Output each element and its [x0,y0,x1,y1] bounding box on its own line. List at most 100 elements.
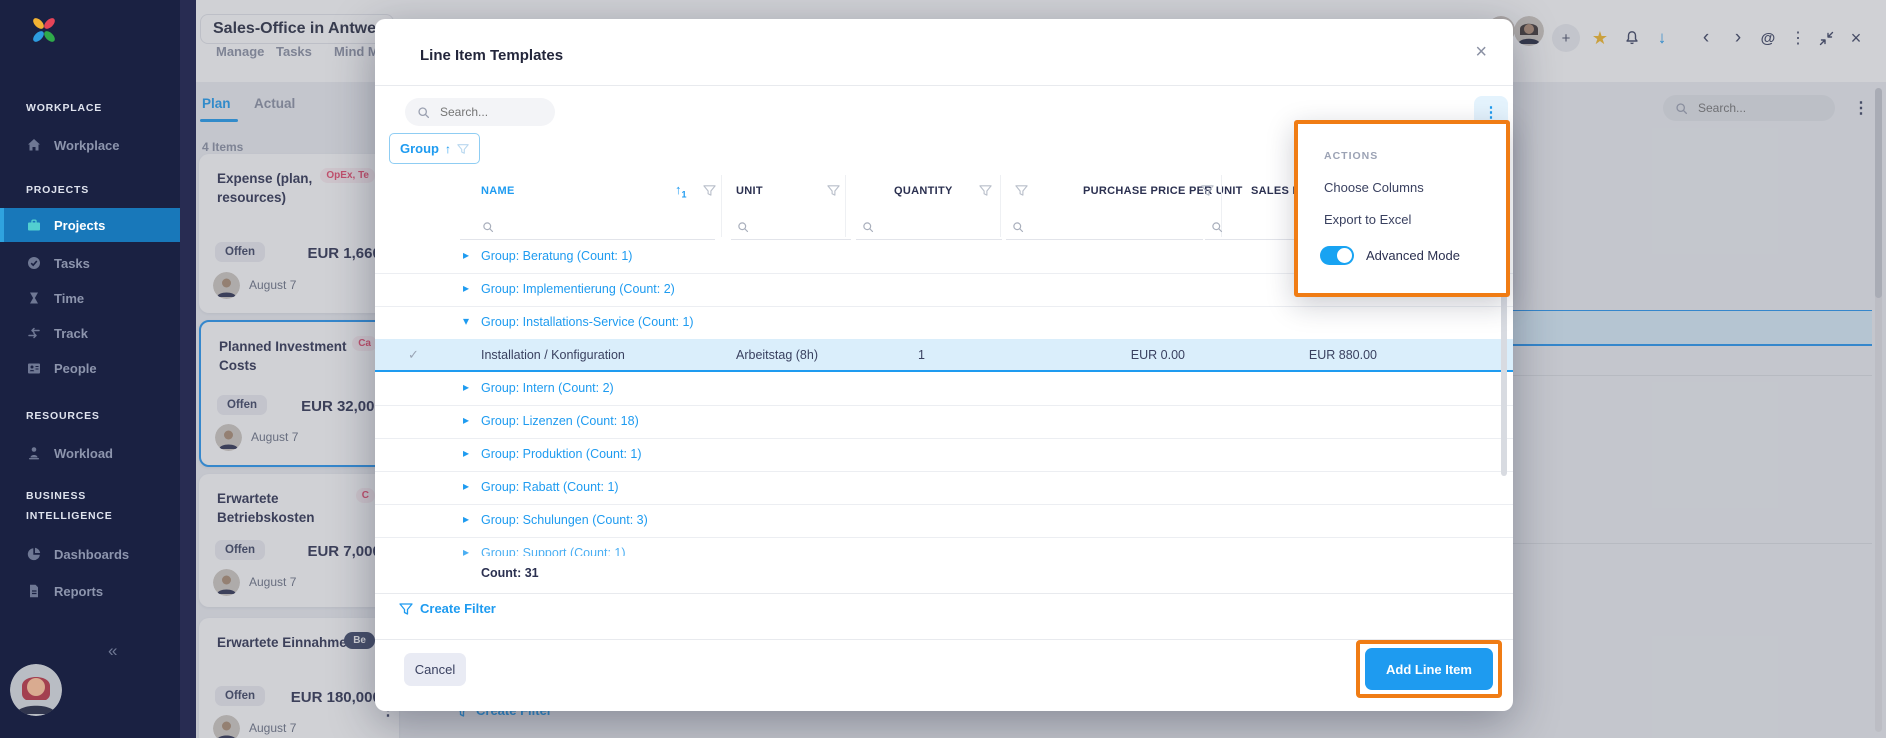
avatar[interactable] [1514,16,1544,46]
add-line-item-button[interactable]: Add Line Item [1365,648,1493,690]
group-row[interactable]: ▸ Group: Lizenzen (Count: 18) [375,405,1513,439]
tab-plan[interactable]: Plan [202,96,231,111]
expand-caret-icon[interactable]: ▸ [463,512,470,526]
page-scrollbar-thumb[interactable] [1875,88,1882,298]
menu-item-export-to-excel[interactable]: Export to Excel [1324,212,1412,227]
notifications-bell-icon[interactable] [1618,24,1646,52]
column-header-unit[interactable]: UNIT [736,185,763,197]
template-unit: Arbeitstag (8h) [736,348,818,362]
search-icon [738,221,749,232]
sidebar-item-track[interactable]: Track [0,316,180,350]
card-title: Expense (plan, resources) [217,171,313,205]
row-check-icon[interactable]: ✓ [408,347,419,362]
chevron-left-icon[interactable]: ‹ [1702,27,1710,48]
budget-card[interactable]: Erwartete Einnahmen Be Offen EUR 180,000… [199,618,399,738]
home-icon [28,139,40,151]
group-row[interactable]: ▸ Group: Produktion (Count: 1) [375,438,1513,472]
column-header-sales-price[interactable]: SALES PR [1251,185,1309,197]
table-scrollbar-thumb[interactable] [1501,244,1507,476]
sidebar-edge-panel [180,0,196,738]
group-label: Group: Beratung (Count: 1) [481,249,633,263]
column-header-purchase-price[interactable]: PURCHASE PRICE PER UNIT [1083,185,1243,197]
sidebar-item-projects[interactable]: Projects [0,208,180,242]
expand-caret-icon[interactable]: ▸ [463,281,470,295]
selected-template-row[interactable]: ✓ Installation / Konfiguration Arbeitsta… [375,339,1513,372]
group-by-chip[interactable]: Group ↑ [389,133,480,164]
status-badge: Offen [215,540,266,560]
expand-caret-icon[interactable]: ▸ [463,545,470,559]
filter-funnel-icon[interactable] [1201,184,1214,202]
sort-indicator[interactable]: ↑1 [675,182,687,200]
group-row[interactable]: ▸ Group: Intern (Count: 2) [375,372,1513,406]
favorite-star-icon[interactable]: ★ [1591,27,1609,48]
name-filter-cell[interactable] [460,214,715,240]
search-icon [418,106,430,118]
group-row[interactable]: ▸ Group: Implementierung (Count: 2) [375,273,1513,307]
sidebar-item-reports[interactable]: Reports [0,574,180,608]
template-search[interactable] [405,98,555,126]
expand-caret-icon[interactable]: ▸ [463,446,470,460]
sidebar-item-time[interactable]: Time [0,281,180,315]
board-search-input[interactable] [1696,100,1820,116]
template-search-input[interactable] [438,104,542,120]
group-row[interactable]: ▸ Group: Rabatt (Count: 1) [375,471,1513,505]
divider [375,639,1513,640]
sidebar-item-dashboards[interactable]: Dashboards [0,537,180,571]
group-row[interactable]: ▸ Group: Schulungen (Count: 3) [375,504,1513,538]
sidebar-item-people[interactable]: People [0,351,180,385]
tab-manage[interactable]: Manage [216,44,265,59]
filter-funnel-icon[interactable] [827,184,840,202]
collapse-window-icon[interactable] [1812,24,1840,52]
budget-card[interactable]: Erwartete Betriebskosten C Offen EUR 7,0… [199,474,399,607]
advanced-mode-toggle-row[interactable]: Advanced Mode [1320,246,1460,265]
sidebar-item-tasks[interactable]: Tasks [0,246,180,280]
id-card-icon [28,363,40,374]
column-header-quantity[interactable]: QUANTITY [894,185,953,197]
expand-caret-icon[interactable]: ▸ [463,248,470,262]
menu-item-choose-columns[interactable]: Choose Columns [1324,180,1424,195]
modal-close-icon[interactable]: × [1475,41,1487,63]
create-filter-link[interactable]: Create Filter [399,601,496,616]
section-resources: RESOURCES [26,410,100,422]
chevron-right-icon[interactable]: › [1734,27,1742,48]
budget-card-selected[interactable]: Planned Investment Costs Ca Offen EUR 32… [199,320,403,467]
filter-funnel-icon[interactable] [1015,184,1028,202]
kebab-menu-icon[interactable]: ⋮ [1790,30,1806,47]
user-avatar[interactable] [10,664,62,716]
expand-caret-icon[interactable]: ▸ [463,380,470,394]
card-tags-badge: C [355,488,375,503]
expand-caret-icon[interactable]: ▸ [463,479,470,493]
download-icon[interactable]: ↓ [1657,28,1667,47]
collapse-caret-icon[interactable]: ▾ [463,314,470,328]
card-date: August 7 [249,721,297,735]
column-header-name[interactable]: NAME [481,185,515,197]
board-search[interactable] [1663,95,1835,121]
tab-actual[interactable]: Actual [254,96,296,111]
actions-dropdown: ACTIONS Choose Columns Export to Excel A… [1294,120,1510,297]
card-amount: EUR 32,000. [301,398,387,415]
cancel-button[interactable]: Cancel [404,653,466,686]
unit-filter-cell[interactable] [731,214,851,240]
quantity-filter-cell[interactable] [856,214,1002,240]
sidebar-collapse-icon[interactable]: « [108,641,118,660]
board-kebab-icon[interactable]: ⋮ [1853,100,1869,117]
awork-logo[interactable] [26,12,62,53]
group-row-expanded[interactable]: ▾ Group: Installations-Service (Count: 1) [375,306,1513,340]
filter-funnel-icon[interactable] [703,184,716,202]
close-window-icon[interactable]: × [1850,27,1862,48]
page-scrollbar[interactable] [1875,88,1882,732]
sidebar-item-workload[interactable]: Workload [0,436,180,470]
purchase-price-filter-cell[interactable] [1006,214,1203,240]
link-icon[interactable]: @ [1760,29,1776,47]
filter-funnel-icon[interactable] [979,184,992,202]
budget-card[interactable]: Expense (plan, resources) OpEx, Te Offen… [199,154,399,313]
sidebar-item-workplace[interactable]: Workplace [0,128,180,162]
toggle-switch-on[interactable] [1320,246,1354,265]
expand-caret-icon[interactable]: ▸ [463,413,470,427]
tab-tasks[interactable]: Tasks [276,44,312,59]
sort-asc-icon: ↑ [445,141,451,156]
add-button[interactable]: + [1552,24,1580,52]
tab-mind-map[interactable]: Mind M [334,44,379,59]
group-row[interactable]: ▸ Group: Beratung (Count: 1) [375,240,1513,274]
status-badge: Offen [215,686,266,706]
